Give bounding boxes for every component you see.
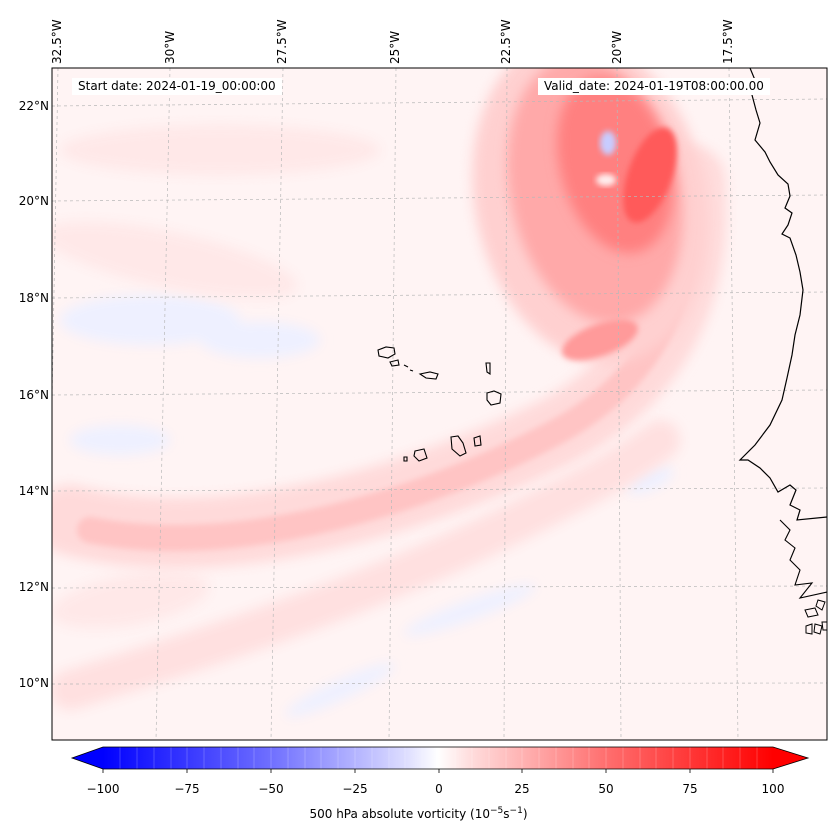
colorbar <box>70 746 810 773</box>
colorbar-tick-label: −100 <box>86 782 120 796</box>
west-africa-coastline <box>738 68 827 521</box>
colorbar-tick-label: 25 <box>514 782 530 796</box>
gambia-coast-detail <box>779 519 827 599</box>
colorbar-tick-label: −25 <box>342 782 368 796</box>
vorticity-band-southern <box>52 420 680 710</box>
colorbar-tick-label: 75 <box>682 782 698 796</box>
white-spot <box>596 174 616 186</box>
colorbar-tick-label: 50 <box>598 782 614 796</box>
gridlines <box>52 68 827 740</box>
weak-positive-bands <box>52 125 380 629</box>
colorbar-label: 500 hPa absolute vorticity (10−5s−1) <box>0 806 837 821</box>
colorbar-tick-label: −50 <box>258 782 284 796</box>
bijagos-islands <box>804 599 827 635</box>
lat-label-16n: 16°N <box>18 388 49 402</box>
colorbar-level-lines <box>119 747 758 769</box>
lat-label-22n: 22°N <box>18 99 49 113</box>
colorbar-tick-label: 0 <box>435 782 443 796</box>
map-frame <box>51 67 828 741</box>
colorbar-extend-min <box>72 747 103 769</box>
lat-label-18n: 18°N <box>18 291 49 305</box>
cape-verde-islands <box>377 346 502 462</box>
vorticity-lobe-max <box>623 127 677 223</box>
colorbar-ticks <box>102 769 774 773</box>
colorbar-label-mid: s <box>503 807 510 821</box>
colorbar-tick-label: 100 <box>761 782 785 796</box>
vorticity-field <box>52 68 827 740</box>
negative-vorticity-patches <box>60 295 674 717</box>
colorbar-label-exp2: −1 <box>509 806 523 816</box>
colorbar-label-text: 500 hPa absolute vorticity (10 <box>309 807 490 821</box>
lat-label-20n: 20°N <box>18 194 49 208</box>
lat-label-14n: 14°N <box>18 484 49 498</box>
colorbar-label-end: ) <box>522 807 528 821</box>
colorbar-tick-label: −75 <box>174 782 200 796</box>
lat-label-12n: 12°N <box>18 580 49 594</box>
colorbar-label-exp1: −5 <box>490 806 504 816</box>
colorbar-gradient <box>103 747 773 769</box>
negative-vorticity-spot <box>600 131 616 155</box>
valid-date-label: Valid_date: 2024-01-19T08:00:00.00 <box>538 78 770 95</box>
colorbar-extend-max <box>773 747 808 769</box>
vorticity-lobe-south <box>562 319 638 361</box>
lat-label-10n: 10°N <box>18 676 49 690</box>
start-date-label: Start date: 2024-01-19_00:00:00 <box>72 78 282 95</box>
